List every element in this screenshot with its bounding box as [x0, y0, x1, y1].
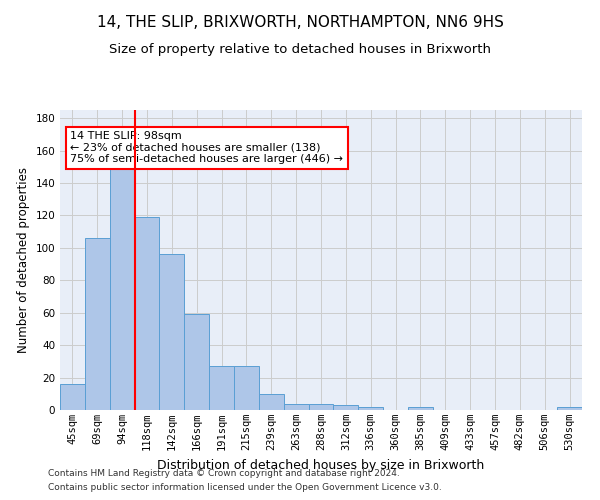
Y-axis label: Number of detached properties: Number of detached properties [17, 167, 30, 353]
Bar [557, 407, 582, 410]
Bar [110, 168, 134, 410]
Bar [259, 394, 284, 410]
Bar [334, 405, 358, 410]
Bar [234, 366, 259, 410]
Text: 14, THE SLIP, BRIXWORTH, NORTHAMPTON, NN6 9HS: 14, THE SLIP, BRIXWORTH, NORTHAMPTON, NN… [97, 15, 503, 30]
Bar [358, 407, 383, 410]
Bar [209, 366, 234, 410]
Bar [284, 404, 308, 410]
X-axis label: Distribution of detached houses by size in Brixworth: Distribution of detached houses by size … [157, 458, 485, 471]
Bar [308, 404, 334, 410]
Text: Contains public sector information licensed under the Open Government Licence v3: Contains public sector information licen… [48, 484, 442, 492]
Bar [134, 217, 160, 410]
Bar [85, 238, 110, 410]
Bar [408, 407, 433, 410]
Text: Contains HM Land Registry data © Crown copyright and database right 2024.: Contains HM Land Registry data © Crown c… [48, 468, 400, 477]
Bar [184, 314, 209, 410]
Text: 14 THE SLIP: 98sqm
← 23% of detached houses are smaller (138)
75% of semi-detach: 14 THE SLIP: 98sqm ← 23% of detached hou… [70, 131, 343, 164]
Bar [160, 254, 184, 410]
Text: Size of property relative to detached houses in Brixworth: Size of property relative to detached ho… [109, 42, 491, 56]
Bar [60, 384, 85, 410]
